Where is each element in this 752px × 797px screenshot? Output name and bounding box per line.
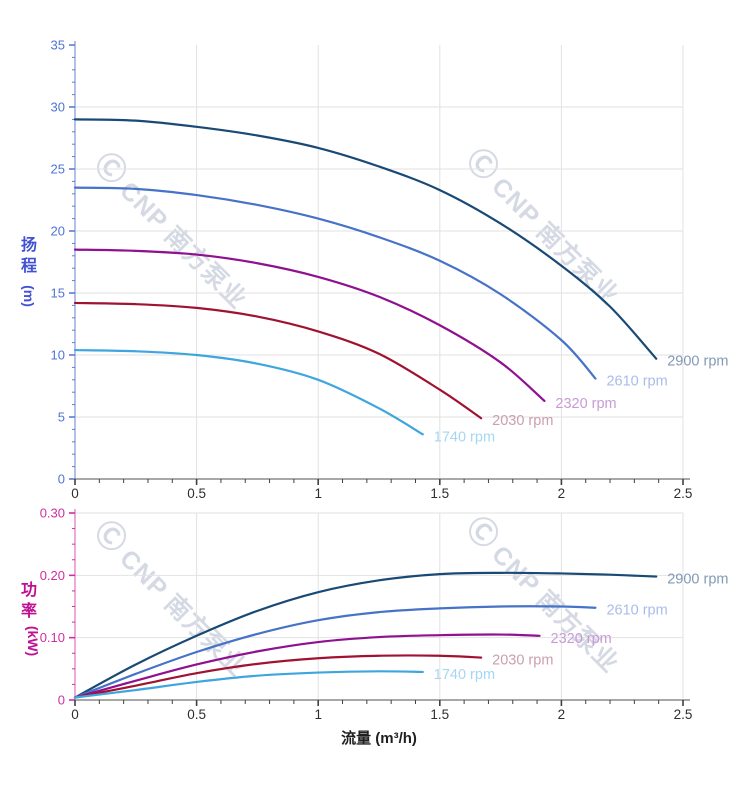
head-y-axis-unit: (m) [21, 284, 37, 307]
x-tick-label: 2.5 [674, 707, 693, 722]
curve-label-1740-rpm: 1740 rpm [434, 429, 495, 445]
x-tick-label: 1 [314, 486, 322, 501]
y-tick-label: 15 [51, 286, 65, 301]
curve-label-2610-rpm: 2610 rpm [606, 374, 667, 390]
head-y-axis-title-cn: 扬程 [21, 237, 38, 275]
x-tick-label: 1.5 [430, 486, 449, 501]
curve-1740-rpm [73, 670, 424, 699]
y-tick-label: 0.10 [40, 630, 65, 645]
y-tick-label: 35 [51, 38, 65, 53]
y-tick-label: 25 [51, 162, 65, 177]
curve-label-2320-rpm: 2320 rpm [551, 631, 612, 647]
curve-2610-rpm [73, 186, 597, 380]
x-tick-label: 2 [558, 707, 566, 722]
curve-2320-rpm [73, 248, 546, 402]
x-tick-label: 0.5 [187, 486, 206, 501]
curve-2900-rpm [73, 118, 658, 360]
y-tick-label: 0.20 [40, 568, 65, 583]
y-tick-label: 0 [58, 472, 65, 487]
curve-label-2900-rpm: 2900 rpm [667, 354, 728, 370]
x-tick-label: 0.5 [187, 707, 206, 722]
curve-2900-rpm [73, 571, 658, 699]
curve-2320-rpm [73, 633, 541, 699]
y-tick-label: 10 [51, 348, 65, 363]
x-tick-label: 2.5 [674, 486, 693, 501]
power-y-axis-title: 功率 (kW) [18, 581, 41, 656]
y-tick-label: 5 [58, 410, 65, 425]
power-y-axis-title-cn: 功率 [21, 582, 38, 620]
curve-label-2610-rpm: 2610 rpm [606, 603, 667, 619]
power-y-axis-unit: (kW) [25, 625, 42, 656]
y-tick-label: 0.30 [40, 506, 65, 521]
curve-2030-rpm [73, 654, 483, 699]
curve-2030-rpm [73, 301, 483, 420]
x-tick-label: 2 [558, 486, 566, 501]
x-tick-label: 1.5 [430, 707, 449, 722]
curve-label-2320-rpm: 2320 rpm [555, 396, 616, 412]
y-tick-label: 0 [58, 693, 65, 708]
curve-1740-rpm [73, 348, 424, 436]
curve-label-2030-rpm: 2030 rpm [492, 653, 553, 669]
x-tick-label: 0 [71, 486, 79, 501]
curve-label-2030-rpm: 2030 rpm [492, 413, 553, 429]
x-axis-title: 流量 (m³/h) [341, 730, 417, 747]
y-tick-label: 30 [51, 100, 65, 115]
y-tick-label: 20 [51, 224, 65, 239]
curve-2610-rpm [73, 605, 597, 699]
x-tick-label: 1 [314, 707, 322, 722]
curve-label-1740-rpm: 1740 rpm [434, 667, 495, 683]
x-tick-label: 0 [71, 707, 79, 722]
head-y-axis-title: 扬程 (m) [18, 236, 40, 306]
curve-label-2900-rpm: 2900 rpm [667, 572, 728, 588]
